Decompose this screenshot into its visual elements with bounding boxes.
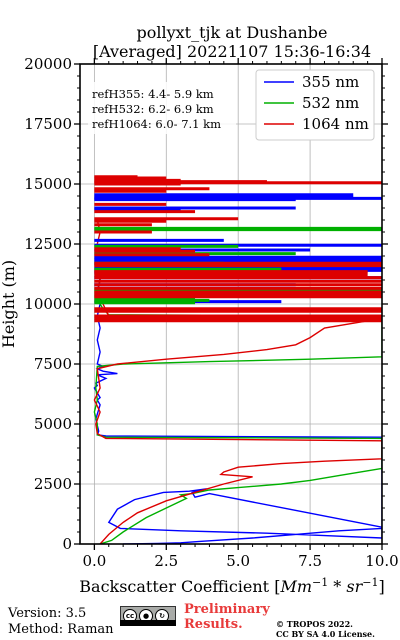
x-tick-label: 5.0 [226,552,250,570]
chart: 0.0 2.5 5.0 7.5 10.0 0 2500 5000 7500 10000 12500 1… [0,23,399,597]
series-layer [93,175,382,544]
chart-title: pollyxt_tjk at Dushanbe [136,23,327,42]
preliminary-line-2: Results. [184,617,243,632]
x-label-close: ] [378,577,384,596]
x-axis-label: Backscatter Coefficient [Mm−1 * sr−1] [79,576,384,597]
y-tick-label: 20000 [24,55,72,73]
annotation-line: refH1064: 6.0- 7.1 km [92,117,221,131]
cc-icon: cc [123,609,137,623]
y-tick-label: 10000 [24,295,72,313]
y-tick-label: 17500 [24,115,72,133]
copyright-line-2: CC BY SA 4.0 License. [276,629,375,639]
x-label-base: Backscatter Coefficient [ [79,577,280,596]
x-tick-label: 7.5 [298,552,322,570]
annotation-line: refH532: 6.2- 6.9 km [92,102,214,116]
x-tick-label: 10.0 [365,552,398,570]
annotation-box [88,82,236,134]
x-label-unit1: Mm [279,577,312,596]
version-label: Version: 3.5 [8,606,87,621]
ticks: 0.0 2.5 5.0 7.5 10.0 0 2500 5000 7500 10000 12500 1… [24,55,398,570]
chart-subtitle: [Averaged] 20221107 15:36-16:34 [93,42,371,61]
y-tick-label: 2500 [34,475,72,493]
series-line-0 [93,267,382,544]
y-axis-label: Height (m) [0,260,18,348]
legend: 355 nm 532 nm 1064 nm [255,69,375,141]
legend-label: 1064 nm [302,115,369,133]
y-tick-label: 12500 [24,235,72,253]
annotation-line: refH355: 4.4- 5.9 km [92,87,214,101]
y-tick-label: 0 [62,535,72,553]
method-label: Method: Raman [8,622,114,637]
y-tick-label: 5000 [34,415,72,433]
preliminary-results-label: Preliminary Results. [184,602,270,632]
copyright-line-1: © TROPOS 2022. [276,619,353,629]
cc-license-strip [120,620,176,626]
legend-label: 532 nm [302,94,359,112]
x-tick-label: 0.0 [82,552,106,570]
x-label-exp2: −1 [362,576,378,589]
legend-box [255,69,375,141]
legend-label: 355 nm [302,73,359,91]
x-label-unit2: sr [346,577,363,596]
x-label-exp1: −1 [312,576,328,589]
preliminary-line-1: Preliminary [184,602,270,617]
x-tick-label: 2.5 [154,552,178,570]
y-tick-label: 7500 [34,355,72,373]
y-tick-label: 15000 [24,175,72,193]
copyright-notice: © TROPOS 2022. CC BY SA 4.0 License. [276,619,375,639]
x-label-op: * [328,577,346,596]
